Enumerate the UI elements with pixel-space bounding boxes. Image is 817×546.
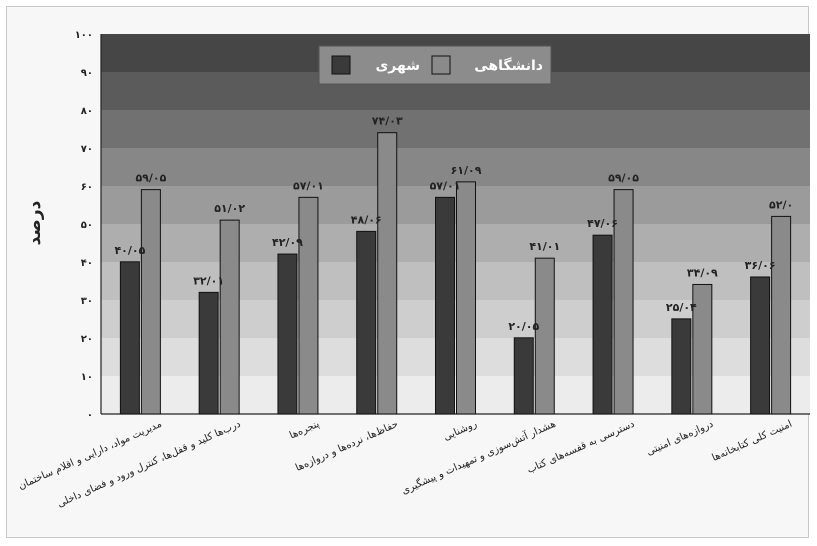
bars [119,132,792,415]
data-label: ۵۱/۰۲ [214,202,245,215]
data-label: ۶۱/۰۹ [451,164,482,177]
axes [100,34,810,415]
x-tick-label: دروازه‌های امنیتی [645,419,715,458]
bar-academic [298,196,319,415]
data-label: ۴۲/۰۹ [272,236,303,249]
y-tick-label: ۳۰ [81,296,93,307]
bar-urban [277,253,298,415]
y-axis-label: درصد [25,200,45,245]
data-label: ۵۲/۰ [769,198,793,211]
bar-academic [534,257,555,415]
y-tick-label: ۲۰ [81,334,93,345]
background-band [101,224,810,262]
bar-academic [613,189,634,415]
bar-urban [119,261,140,415]
data-label: ۷۴/۰۳ [372,115,403,128]
data-label: ۳۲/۰۱ [193,274,224,287]
bar-urban [671,318,692,415]
background-band [101,148,810,186]
y-tick-label: ۱۰۰ [75,30,93,41]
bar-urban [592,234,613,415]
y-tick-label: ۴۰ [81,258,93,269]
data-label: ۵۷/۰۱ [293,179,324,192]
background-band [101,110,810,148]
x-tick-label: مدیریت مواد، دارایی و اقلام ساختمان [17,419,164,492]
data-label: ۵۹/۰۵ [135,172,166,185]
y-tick-labels: ۰ ۱۰ ۲۰ ۳۰ ۴۰ ۵۰ ۶۰ ۷۰ ۸۰ ۹۰ ۱۰۰ [75,30,93,421]
y-tick-label: ۰ [87,410,93,421]
value-labels: ۴۰/۰۵ ۵۹/۰۵ ۳۲/۰۱ ۵۱/۰۲ ۴۲/۰۹ ۵۷/۰۱ ۴۸/۰۶ ۷۴/۰۳… [114,115,793,333]
background-band [101,300,810,338]
bar-academic [140,189,161,415]
data-label: ۴۱/۰۱ [529,240,560,253]
y-tick-label: ۹۰ [81,68,93,79]
legend-swatch [431,55,451,75]
data-label: ۵۹/۰۵ [608,172,639,185]
bar-urban [750,276,771,415]
data-label: ۴۷/۰۶ [587,217,618,230]
bar-academic [377,132,398,415]
bar-academic [692,283,713,415]
bar-urban [198,291,219,415]
y-tick-label: ۵۰ [81,220,93,231]
background-band [101,376,810,414]
y-tick-label: ۶۰ [81,182,93,193]
data-label: ۲۵/۰۴ [666,301,697,314]
background-band [101,338,810,376]
y-tick-label: ۱۰ [81,372,93,383]
bar-urban [435,196,455,415]
bar-academic [219,219,240,415]
data-label: ۵۷/۰۱ [430,179,461,192]
data-label: ۳۴/۰۹ [687,266,718,279]
bar-urban [513,337,534,415]
background-band [101,262,810,300]
bar-academic [456,181,476,415]
data-label: ۳۶/۰۶ [745,259,776,272]
x-tick-label: امنیت کلی کتابخانه‌ها [710,419,793,464]
background-band [101,186,810,224]
bar-academic [771,215,792,415]
category-labels: مدیریت مواد، دارایی و اقلام ساختماندرب‌ه… [17,417,794,510]
data-label: ۴۰/۰۵ [114,244,145,257]
x-tick-label: پنجره‌ها [288,419,321,442]
x-tick-label: روشنایی [442,419,479,443]
y-tick-label: ۸۰ [81,106,93,117]
legend-label: دانشگاهی [474,57,543,74]
data-label: ۲۰/۰۵ [508,320,539,333]
legend-swatch [331,55,351,75]
background-bands [101,34,810,414]
y-tick-label: ۷۰ [81,144,93,155]
legend-label: شهری [375,58,420,74]
data-label: ۴۸/۰۶ [351,213,382,226]
bar-urban [356,230,377,415]
legend: شهری دانشگاهی [318,45,552,85]
